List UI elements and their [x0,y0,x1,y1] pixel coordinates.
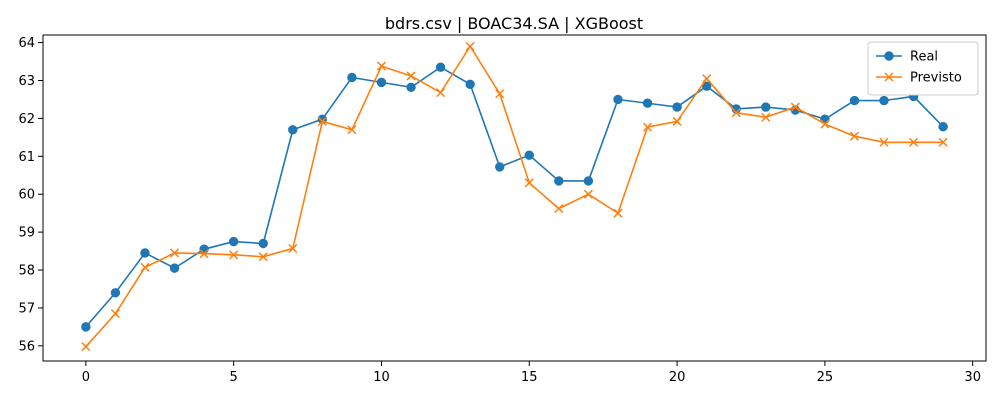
data-point [288,243,298,253]
data-point [613,94,623,105]
data-point [524,150,534,160]
x-tick-label: 0 [82,370,90,385]
data-point [347,125,357,135]
data-point [169,263,180,273]
x-tick-label: 25 [817,370,834,385]
data-point [524,178,534,188]
data-point [465,41,475,51]
data-point [258,238,268,249]
data-point [347,72,357,83]
data-point [376,61,387,71]
series-layer [81,41,948,352]
data-point [140,262,150,272]
data-point [140,248,150,258]
y-tick-label: 60 [18,188,35,203]
x-tick-label: 15 [521,370,538,385]
data-point [761,102,771,112]
data-point [909,137,919,147]
y-tick-label: 63 [18,74,35,89]
y-tick-label: 58 [18,264,35,279]
y-tick-label: 59 [18,226,35,241]
y-tick-label: 64 [18,36,35,51]
chart-title: bdrs.csv | BOAC34.SA | XGBoost [385,14,643,33]
data-point [435,62,446,72]
data-point [376,77,387,88]
data-point [790,102,800,112]
data-point [228,236,239,247]
data-point [701,81,712,91]
data-point [938,137,948,147]
data-point [554,204,564,214]
data-point [672,116,682,126]
x-axis: 0 5 10 15 20 25 30 [82,361,981,385]
data-point [879,137,889,147]
y-tick-label: 57 [18,301,35,316]
series-previsto [81,41,948,352]
data-point [170,248,180,258]
series-real [81,62,948,332]
data-point [229,250,239,260]
data-point [81,322,91,332]
x-tick-label: 30 [964,370,981,385]
data-point [849,95,860,106]
data-point [110,288,121,298]
data-point [879,95,889,106]
data-point [317,116,327,126]
data-point [258,252,268,262]
data-point [110,309,120,319]
data-point [583,189,593,199]
x-tick-label: 20 [669,370,686,385]
y-tick-label: 56 [18,339,35,354]
data-point [613,208,623,218]
data-point [672,102,682,112]
data-point [702,74,712,84]
x-tick-label: 5 [230,370,238,385]
data-point [406,71,416,81]
data-point [642,122,653,132]
x-tick-label: 10 [373,370,390,385]
series-line-previsto [85,44,944,348]
data-point [820,119,830,129]
data-point [199,244,209,254]
data-point [642,98,653,108]
data-point [731,108,741,118]
plot-frame [42,34,987,362]
data-point [81,342,91,352]
data-point [495,89,505,99]
data-point [583,176,594,186]
series-line-real [85,66,944,328]
legend-label: Real [910,50,938,65]
plot-area [42,34,987,362]
data-point [554,176,564,186]
y-tick-label: 62 [18,112,35,127]
data-point [465,79,475,89]
y-tick-label: 61 [18,150,35,165]
data-point [761,112,771,122]
data-point [406,82,416,93]
legend-label: Previsto [910,71,962,86]
legend-marker [884,51,894,61]
data-point [495,162,505,172]
data-point [288,125,298,135]
legend-marker [884,72,894,82]
data-point [938,122,948,132]
legend: Real Previsto [867,41,979,96]
data-point [849,131,859,141]
data-point [436,88,446,98]
y-axis: 56 57 58 59 60 61 62 63 64 [18,36,43,354]
data-point [199,249,209,259]
